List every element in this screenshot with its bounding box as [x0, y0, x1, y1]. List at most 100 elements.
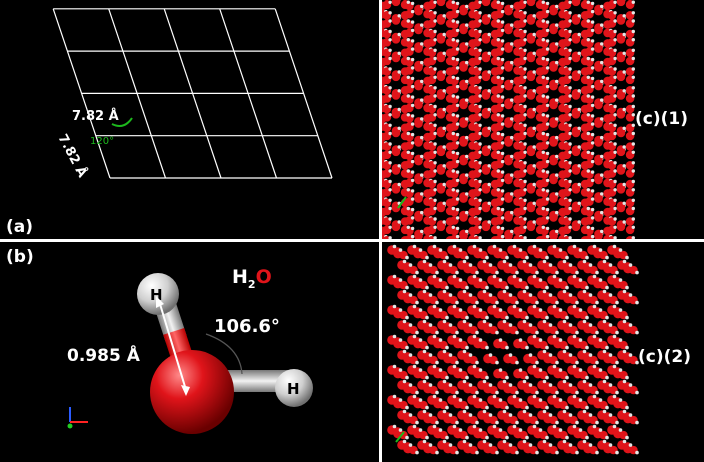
hydrogen-atom: [455, 270, 459, 275]
water-molecule: (b) H2O H H 0.985 Å 106.6°: [6, 247, 313, 434]
hydrogen-atom: [625, 375, 629, 380]
hydrogen-atom: [432, 244, 437, 249]
hydrogen-atom: [455, 390, 459, 395]
hydrogen-atom: [408, 383, 413, 387]
hydrogen-atom: [615, 360, 619, 365]
hydrogen-atom: [420, 229, 424, 234]
hydrogen-atom: [462, 349, 467, 354]
hydrogen-atom: [465, 23, 469, 27]
hydrogen-atom: [532, 164, 536, 168]
hydrogen-atom: [500, 132, 505, 137]
hydrogen-atom: [618, 308, 623, 312]
hydrogen-atom: [428, 263, 433, 267]
hydrogen-atom: [631, 48, 635, 52]
hydrogen-atom: [582, 259, 587, 264]
hydrogen-atom: [631, 142, 635, 146]
hydrogen-atom: [398, 428, 403, 432]
hydrogen-atom: [613, 131, 617, 136]
hydrogen-atom: [488, 263, 493, 267]
hydrogen-atom: [406, 169, 410, 173]
hydrogen-atom: [428, 383, 433, 387]
hydrogen-atom: [625, 285, 629, 290]
hydrogen-atom: [575, 450, 579, 455]
panel-c2-ice-structure: (c)(2): [382, 242, 704, 462]
hydrogen-atom: [605, 315, 609, 320]
hydrogen-atom: [548, 383, 553, 387]
hydrogen-atom: [420, 79, 424, 84]
hydrogen-atom: [410, 226, 415, 231]
hydrogen-atom: [438, 278, 443, 282]
hydrogen-atom: [442, 32, 446, 37]
hydrogen-atom: [582, 439, 587, 444]
panel-b-molecule: (b) H2O H H 0.985 Å 106.6°: [0, 242, 379, 462]
hydrogen-atom: [545, 255, 549, 260]
hydrogen-atom: [420, 117, 424, 121]
hydrogen-atom: [472, 334, 477, 339]
hydrogen-atom: [495, 360, 499, 365]
hydrogen-atom: [631, 161, 635, 165]
hydrogen-atom: [496, 188, 500, 192]
hydrogen-atom: [397, 70, 401, 74]
hydrogen-atom: [451, 38, 455, 42]
hydrogen-atom: [515, 420, 519, 425]
hydrogen-atom: [455, 132, 460, 137]
hydrogen-atom: [492, 244, 497, 249]
panel-label-a: (a): [6, 217, 33, 237]
axis-triad-icon: [395, 431, 405, 443]
hydrogen-atom: [487, 220, 491, 224]
hydrogen-atom: [577, 70, 581, 74]
hydrogen-atom: [532, 126, 536, 130]
hydrogen-atom: [482, 319, 487, 324]
hydrogen-atom: [388, 188, 392, 192]
hydrogen-atom: [568, 161, 572, 165]
hydrogen-atom: [565, 435, 569, 440]
hydrogen-atom: [455, 141, 460, 145]
hydrogen-atom: [532, 89, 536, 93]
oxygen-atom: [526, 0, 536, 4]
hydrogen-atom: [538, 368, 543, 372]
hydrogen-atom: [410, 170, 415, 174]
hydrogen-atom: [455, 20, 460, 24]
hydrogen-atom: [412, 334, 417, 339]
hydrogen-atom: [545, 1, 550, 6]
hydrogen-atom: [478, 368, 483, 372]
hydrogen-atom: [532, 274, 537, 279]
hydrogen-atom: [422, 319, 427, 324]
hydrogen-atom: [595, 420, 599, 425]
hydrogen-atom: [442, 145, 446, 149]
hydrogen-atom: [455, 226, 460, 231]
hydrogen-atom: [478, 48, 482, 52]
hydrogen-atom: [545, 216, 550, 220]
hydrogen-atom: [422, 259, 427, 264]
hydrogen-atom: [418, 428, 423, 432]
hydrogen-atom: [622, 164, 626, 168]
oxygen-atom: [571, 0, 581, 4]
hydrogen-atom: [500, 1, 505, 6]
hydrogen-atom: [398, 248, 403, 252]
hydrogen-atom: [562, 319, 567, 324]
panel-a-lattice: 7.82 Å 7.82 Å 120° (a): [0, 0, 379, 239]
hydrogen-atom: [592, 364, 597, 369]
hydrogen-atom: [462, 259, 467, 264]
hydrogen-atom: [635, 300, 639, 305]
hydrogen-atom: [532, 32, 536, 37]
hydrogen-atom: [478, 198, 482, 202]
hydrogen-atom: [488, 323, 493, 327]
hydrogen-atom: [575, 360, 579, 365]
hydrogen-atom: [415, 360, 419, 365]
oxygen-atom: [391, 0, 401, 4]
hydrogen-atom: [433, 94, 437, 98]
hydrogen-atom: [428, 323, 433, 327]
hydrogen-atom: [482, 289, 487, 294]
hydrogen-atom: [398, 398, 403, 402]
hydrogen-atom: [585, 345, 589, 350]
hydrogen-atom: [532, 394, 537, 399]
hydrogen-atom: [487, 107, 491, 112]
hydrogen-atom: [508, 263, 513, 267]
hydrogen-atom: [451, 206, 455, 211]
hydrogen-atom: [615, 450, 619, 455]
hydrogen-atom: [465, 210, 469, 215]
hydrogen-atom: [613, 86, 617, 90]
hydrogen-atom: [432, 394, 437, 399]
hydrogen-atom: [442, 220, 446, 224]
